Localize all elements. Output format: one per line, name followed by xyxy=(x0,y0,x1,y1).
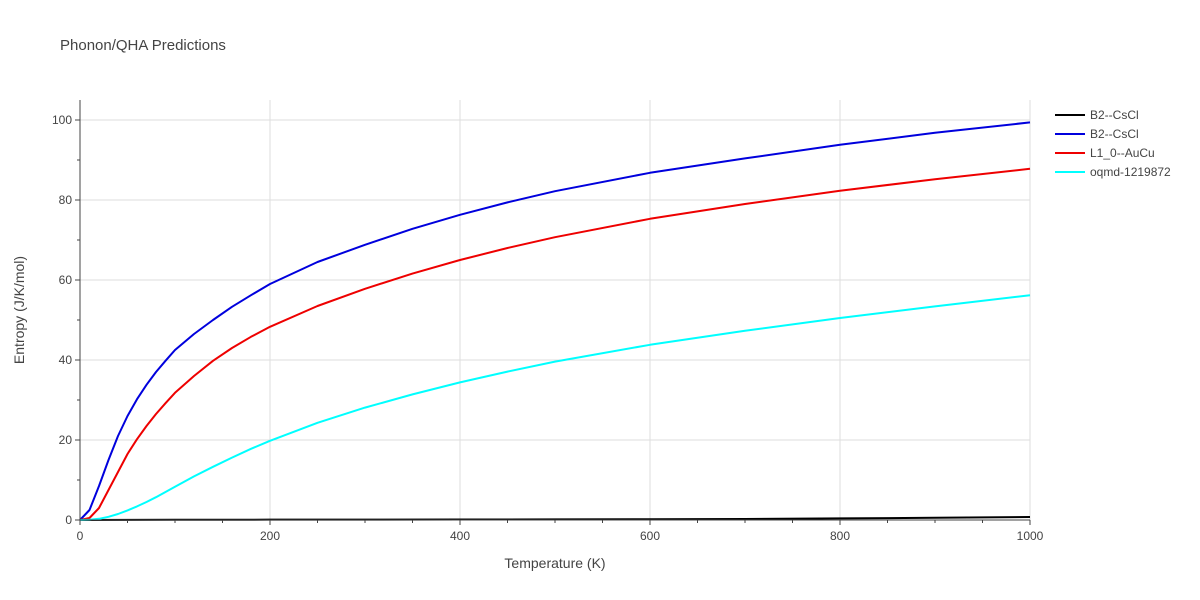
legend-label: B2--CsCl xyxy=(1090,108,1139,122)
x-tick-label: 600 xyxy=(640,529,660,543)
legend-label: L1_0--AuCu xyxy=(1090,146,1155,160)
y-tick-label: 0 xyxy=(65,513,72,527)
legend-label: oqmd-1219872 xyxy=(1090,165,1171,179)
y-tick-label: 80 xyxy=(59,193,73,207)
axes: 0 200 400 600 800 1000 0 20 40 60 80 100 xyxy=(52,100,1044,543)
chart-title: Phonon/QHA Predictions xyxy=(60,37,226,54)
y-tick-label: 60 xyxy=(59,273,73,287)
legend-item-0[interactable]: B2--CsCl xyxy=(1055,108,1139,122)
series-line-2[interactable] xyxy=(79,167,1031,521)
legend[interactable]: B2--CsCl B2--CsCl L1_0--AuCu oqmd-1219872 xyxy=(1055,108,1171,179)
x-tick-label: 800 xyxy=(830,529,850,543)
series-line-1[interactable] xyxy=(79,121,1031,521)
x-tick-label: 1000 xyxy=(1017,529,1044,543)
y-axis-title: Entropy (J/K/mol) xyxy=(11,256,27,364)
x-tick-label: 400 xyxy=(450,529,470,543)
y-tick-label: 20 xyxy=(59,433,73,447)
legend-item-3[interactable]: oqmd-1219872 xyxy=(1055,165,1171,179)
x-axis-title: Temperature (K) xyxy=(504,555,605,571)
y-tick-label: 40 xyxy=(59,353,73,367)
grid xyxy=(80,100,1031,520)
x-tick-label: 200 xyxy=(260,529,280,543)
legend-label: B2--CsCl xyxy=(1090,127,1139,141)
legend-item-2[interactable]: L1_0--AuCu xyxy=(1055,146,1155,160)
x-tick-label: 0 xyxy=(77,529,84,543)
legend-item-1[interactable]: B2--CsCl xyxy=(1055,127,1139,141)
y-tick-label: 100 xyxy=(52,113,72,127)
series-line-3[interactable] xyxy=(79,294,1031,521)
